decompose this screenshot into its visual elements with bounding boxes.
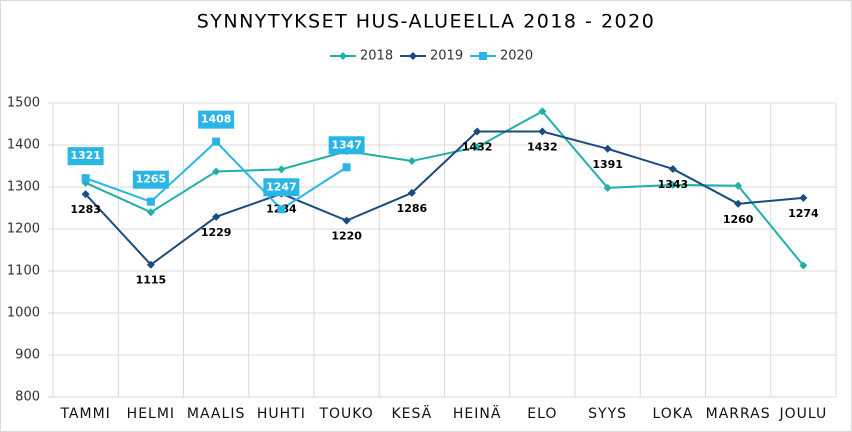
marker [538,107,547,116]
chart-title: SYNNYTYKSET HUS-ALUEELLA 2018 - 2020 [197,11,656,33]
marker [342,163,351,172]
label-box [132,170,169,189]
marker [81,174,90,183]
marker [479,52,487,60]
x-tick-label: JOULU [779,406,828,422]
data-label: 1391 [592,158,623,171]
marker [734,199,743,208]
x-tick-label: MAALIS [187,406,245,422]
marker [473,143,482,152]
data-label: 1229 [201,226,232,239]
legend-label: 2019 [430,49,463,64]
series-line [85,110,805,267]
marker [799,261,808,270]
marker [603,183,612,192]
marker [212,212,221,221]
y-tick-label: 1300 [7,180,40,195]
x-tick-label: HUHTI [257,406,306,422]
data-label: 1265 [136,173,167,186]
data-label: 1321 [70,149,101,162]
marker [342,216,351,225]
legend-label: 2020 [500,49,533,64]
y-tick-label: 1100 [7,264,40,279]
marker [81,190,90,199]
data-label-box: 1321 [67,147,104,166]
y-tick-label: 1000 [7,306,40,321]
data-label: 1408 [201,113,232,126]
marker [603,144,612,153]
marker [407,156,416,165]
legend-label: 2018 [360,49,393,64]
data-label: 1347 [331,138,362,151]
data-label: 1343 [658,178,689,191]
marker [668,180,677,189]
x-tick-label: ELO [527,406,557,422]
data-label-box: 1347 [328,136,365,155]
x-tick-label: MARRAS [706,406,771,422]
marker [799,193,808,202]
marker [146,208,155,217]
x-tick-label: TAMMI [59,406,110,422]
label-box [67,147,104,166]
marker [734,181,743,190]
x-tick-label: SYYS [588,406,627,422]
x-tick-label: LOKA [652,406,693,422]
y-tick-label: 1200 [7,222,40,237]
data-label-box: 1247 [263,178,300,197]
y-tick-label: 800 [15,390,40,405]
data-label: 1274 [788,207,819,220]
series-line [84,130,804,267]
data-label: 1220 [331,230,362,243]
marker [407,188,416,197]
marker [473,127,482,136]
data-label: 1286 [397,202,428,215]
marker [339,52,347,60]
data-label-box: 1408 [198,110,235,129]
data-label: 1283 [70,203,101,216]
data-label: 1260 [723,213,754,226]
label-box [198,110,235,129]
marker [409,52,417,60]
data-label-box: 1265 [132,170,169,189]
y-tick-label: 900 [15,348,40,363]
marker [212,137,221,146]
data-label: 1115 [136,274,167,287]
label-box [328,136,365,155]
data-label: 1247 [266,180,297,193]
marker [538,127,547,136]
y-tick-label: 1500 [7,96,40,111]
y-tick-label: 1400 [7,138,40,153]
x-tick-label: HEINÄ [453,404,502,422]
data-label: 1432 [527,141,558,154]
marker [277,205,286,214]
marker [668,164,677,173]
label-box [263,178,300,197]
marker [212,167,221,176]
marker [146,197,155,206]
data-label: 1432 [462,141,493,154]
marker [146,260,155,269]
x-tick-label: HELMI [127,406,175,422]
x-tick-label: TOUKO [318,406,373,422]
marker [277,165,286,174]
x-tick-label: KESÄ [392,404,433,422]
